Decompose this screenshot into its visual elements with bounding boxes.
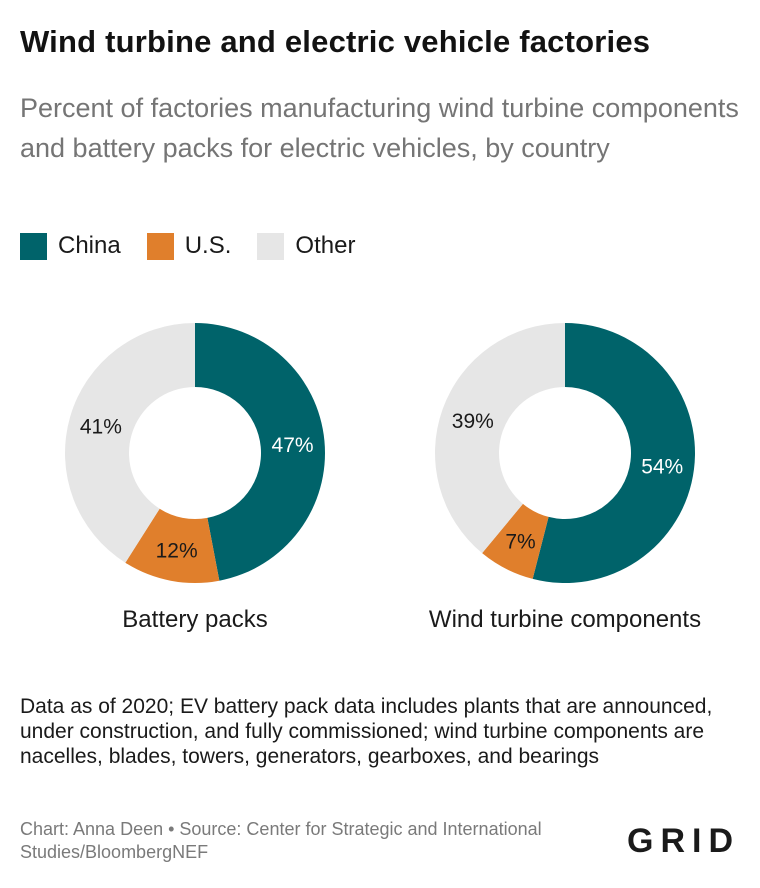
legend-item-other: Other bbox=[257, 232, 355, 260]
slice-label-wind-turbine-components-china: 54% bbox=[641, 455, 683, 478]
slice-battery-packs-china bbox=[195, 323, 326, 581]
slice-label-battery-packs-us: 12% bbox=[156, 539, 198, 562]
slice-wind-turbine-components-china bbox=[532, 323, 695, 583]
donut-charts: 47% 12% 41% Battery packs 54% 7% 39% Wind turbi… bbox=[65, 323, 701, 633]
legend-item-us: U.S. bbox=[146, 232, 232, 260]
slice-label-wind-turbine-components-other: 39% bbox=[452, 410, 494, 433]
slice-label-battery-packs-other: 41% bbox=[80, 416, 122, 439]
legend-swatch-other bbox=[257, 232, 285, 260]
donut-battery-packs: 47% 12% 41% Battery packs bbox=[65, 323, 326, 633]
legend: China U.S. Other bbox=[20, 232, 381, 260]
legend-label-us: U.S. bbox=[184, 232, 232, 259]
legend-swatch-china bbox=[20, 232, 47, 260]
donut-title-battery-packs: Battery packs bbox=[122, 606, 267, 633]
slice-label-wind-turbine-components-us: 7% bbox=[505, 530, 535, 553]
donut-wind-turbine-components: 54% 7% 39% Wind turbine components bbox=[429, 323, 701, 633]
slice-wind-turbine-components-other bbox=[435, 323, 565, 554]
legend-label-other: Other bbox=[295, 232, 356, 259]
chart-note: Data as of 2020; EV battery pack data in… bbox=[20, 695, 713, 768]
chart-subtitle: Percent of factories manufacturing wind … bbox=[20, 93, 739, 163]
slice-battery-packs-other bbox=[65, 323, 195, 563]
chart-title: Wind turbine and electric vehicle factor… bbox=[20, 24, 651, 59]
slice-label-battery-packs-china: 47% bbox=[272, 434, 314, 457]
chart-credit: Chart: Anna Deen • Source: Center for St… bbox=[20, 819, 542, 862]
legend-label-china: China bbox=[58, 232, 121, 259]
legend-swatch-us bbox=[146, 232, 174, 260]
grid-logo: GRID bbox=[627, 822, 740, 860]
slice-wind-turbine-components-us bbox=[482, 503, 549, 579]
legend-item-china: China bbox=[20, 232, 121, 260]
slice-battery-packs-us bbox=[125, 508, 220, 583]
donut-title-wind-turbine-components: Wind turbine components bbox=[429, 606, 701, 633]
